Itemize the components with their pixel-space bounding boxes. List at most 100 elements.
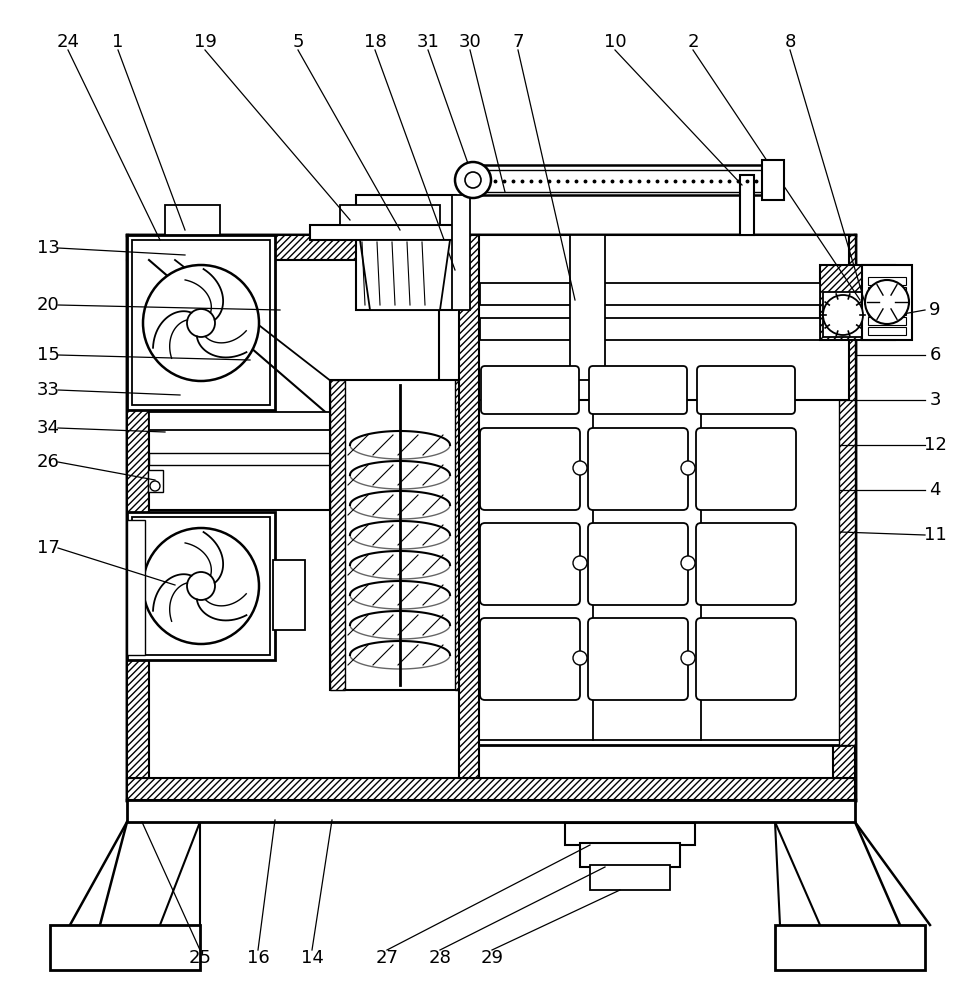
Circle shape xyxy=(187,309,215,337)
Text: 33: 33 xyxy=(36,381,59,399)
Circle shape xyxy=(681,461,695,475)
Bar xyxy=(590,865,670,890)
Circle shape xyxy=(143,265,259,381)
Bar xyxy=(149,260,439,510)
Text: 8: 8 xyxy=(784,33,796,51)
Bar xyxy=(127,520,145,655)
Bar xyxy=(868,307,906,315)
Circle shape xyxy=(823,295,863,335)
Bar xyxy=(762,160,784,200)
Text: 29: 29 xyxy=(481,949,503,967)
FancyBboxPatch shape xyxy=(697,366,795,414)
Bar xyxy=(127,512,275,660)
Bar xyxy=(132,517,270,655)
Bar xyxy=(775,925,925,970)
Text: 3: 3 xyxy=(929,391,941,409)
Text: 10: 10 xyxy=(604,33,626,51)
Bar xyxy=(820,265,895,340)
Text: 26: 26 xyxy=(37,453,59,471)
Text: 12: 12 xyxy=(923,436,947,454)
FancyBboxPatch shape xyxy=(481,366,579,414)
Text: 9: 9 xyxy=(929,301,941,319)
Text: 6: 6 xyxy=(929,346,941,364)
Text: 34: 34 xyxy=(36,419,59,437)
Bar xyxy=(132,240,270,405)
Text: 18: 18 xyxy=(364,33,386,51)
Bar xyxy=(165,205,220,235)
FancyBboxPatch shape xyxy=(480,618,580,700)
Bar xyxy=(459,235,479,778)
Circle shape xyxy=(150,481,160,491)
Bar xyxy=(833,260,855,778)
Bar xyxy=(474,240,844,740)
FancyBboxPatch shape xyxy=(696,523,796,605)
Text: 30: 30 xyxy=(458,33,482,51)
Bar xyxy=(839,235,855,745)
FancyBboxPatch shape xyxy=(589,366,687,414)
Circle shape xyxy=(455,162,491,198)
FancyBboxPatch shape xyxy=(696,618,796,700)
Text: 28: 28 xyxy=(429,949,451,967)
Text: 5: 5 xyxy=(292,33,304,51)
Bar xyxy=(823,292,868,337)
Text: 25: 25 xyxy=(188,949,212,967)
Text: 2: 2 xyxy=(687,33,699,51)
Bar xyxy=(868,297,906,305)
Bar xyxy=(127,235,855,260)
Text: 16: 16 xyxy=(247,949,269,967)
Text: 1: 1 xyxy=(112,33,124,51)
Bar xyxy=(469,235,849,400)
Bar xyxy=(455,380,470,690)
Circle shape xyxy=(573,651,587,665)
Text: 7: 7 xyxy=(512,33,524,51)
Bar xyxy=(452,195,470,310)
Circle shape xyxy=(143,528,259,644)
Bar xyxy=(50,925,200,970)
FancyBboxPatch shape xyxy=(588,618,688,700)
Bar xyxy=(474,170,766,192)
Bar xyxy=(862,265,912,340)
Bar xyxy=(868,327,906,335)
Text: 19: 19 xyxy=(194,33,216,51)
Bar xyxy=(148,470,163,492)
Circle shape xyxy=(187,572,215,600)
Text: 13: 13 xyxy=(37,239,59,257)
Bar xyxy=(149,260,833,778)
Text: 24: 24 xyxy=(57,33,80,51)
FancyBboxPatch shape xyxy=(480,428,580,510)
Bar xyxy=(570,235,605,380)
Bar xyxy=(127,235,855,800)
Bar xyxy=(868,287,906,295)
Text: 14: 14 xyxy=(300,949,324,967)
Bar xyxy=(356,195,456,310)
Circle shape xyxy=(681,651,695,665)
Bar xyxy=(480,283,820,305)
Bar xyxy=(310,225,465,240)
Bar xyxy=(127,260,149,778)
Bar xyxy=(330,380,345,690)
Text: 20: 20 xyxy=(37,296,59,314)
Circle shape xyxy=(573,461,587,475)
FancyBboxPatch shape xyxy=(480,523,580,605)
Bar xyxy=(149,412,439,430)
Text: 17: 17 xyxy=(37,539,59,557)
Circle shape xyxy=(465,172,481,188)
Text: 27: 27 xyxy=(375,949,399,967)
Text: 15: 15 xyxy=(37,346,59,364)
Bar xyxy=(273,560,305,630)
Polygon shape xyxy=(360,240,450,310)
Circle shape xyxy=(865,280,909,324)
Bar xyxy=(330,380,470,690)
Bar xyxy=(740,175,754,235)
Bar xyxy=(480,318,820,340)
Bar xyxy=(580,843,680,867)
Text: 4: 4 xyxy=(929,481,941,499)
Text: 11: 11 xyxy=(923,526,947,544)
Bar xyxy=(127,235,275,410)
FancyBboxPatch shape xyxy=(588,523,688,605)
Bar xyxy=(868,317,906,325)
Bar xyxy=(340,205,440,225)
FancyBboxPatch shape xyxy=(588,428,688,510)
Bar xyxy=(127,800,855,822)
FancyBboxPatch shape xyxy=(696,428,796,510)
